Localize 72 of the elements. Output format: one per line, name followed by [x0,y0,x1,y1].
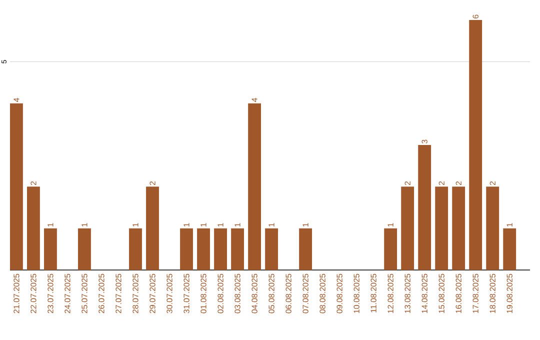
x-tick-label: 30.07.2025 [166,274,172,314]
x-tick-label: 17.08.2025 [472,274,478,313]
x-tick-label: 28.07.2025 [132,274,138,314]
bar [435,186,448,270]
bar [10,103,23,270]
data-label: 1 [268,223,274,227]
x-tick-label: 31.07.2025 [184,274,190,314]
x-tick-label: 14.08.2025 [422,274,428,313]
data-label: 6 [472,14,478,18]
bar [129,228,142,270]
bar [418,145,432,270]
x-tick-label: 12.08.2025 [388,274,394,313]
bar [27,186,40,270]
data-label: 2 [438,181,444,186]
data-label: 2 [30,181,36,186]
x-tick-label: 26.07.2025 [98,274,104,314]
x-tick-label: 18.08.2025 [490,274,496,313]
bar [469,20,482,270]
x-tick-label: 03.08.2025 [234,274,240,314]
data-label: 2 [456,181,462,186]
bar [197,228,210,270]
bar [452,186,466,270]
bar [214,228,227,270]
bar [78,228,91,270]
x-tick-label: 13.08.2025 [404,274,410,313]
data-label: 1 [506,223,512,227]
x-tick-label: 27.07.2025 [116,274,122,314]
x-tick-label: 15.08.2025 [438,274,444,313]
x-tick-label: 21.07.2025 [14,274,20,314]
bar [248,103,261,270]
data-label: 4 [252,98,258,102]
x-tick-label: 11.08.2025 [370,274,376,312]
bar [299,228,312,270]
bar [486,186,500,270]
data-label: 4 [14,98,20,102]
x-tick-label: 24.07.2025 [64,274,70,314]
x-tick-label: 01.08.2025 [200,274,206,314]
bar [231,228,244,270]
data-label: 1 [184,223,190,227]
x-tick-label: 25.07.2025 [82,274,88,314]
data-label: 1 [388,223,394,227]
x-tick-label: 22.07.2025 [30,274,36,314]
x-tick-label: 02.08.2025 [218,274,224,314]
x-tick-label: 08.08.2025 [320,274,326,314]
bar [503,228,516,270]
x-tick-label: 29.07.2025 [150,274,156,314]
data-label: 1 [302,223,308,227]
x-tick-label: 05.08.2025 [268,274,274,314]
data-label: 1 [48,223,54,227]
data-label: 2 [490,181,496,186]
x-tick-label: 23.07.2025 [48,274,54,314]
x-tick-label: 16.08.2025 [456,274,462,313]
bar [44,228,57,270]
x-tick-label: 06.08.2025 [286,274,292,314]
x-tick-label: 09.08.2025 [336,274,342,314]
bar [401,186,414,270]
data-label: 1 [234,223,240,227]
x-tick-label: 10.08.2025 [354,274,360,313]
data-label: 2 [150,181,156,186]
x-tick-label: 07.08.2025 [302,274,308,314]
data-label: 2 [404,181,410,186]
bar [180,228,193,270]
data-label: 3 [422,140,428,144]
data-label: 1 [132,223,138,227]
x-tick-label: 19.08.2025 [506,274,512,313]
x-tick-label: 04.08.2025 [252,274,258,314]
data-label: 1 [82,223,88,227]
data-label: 1 [218,223,224,227]
data-label: 1 [200,223,206,227]
bar [265,228,278,270]
bar [384,228,398,270]
bar [146,186,159,270]
